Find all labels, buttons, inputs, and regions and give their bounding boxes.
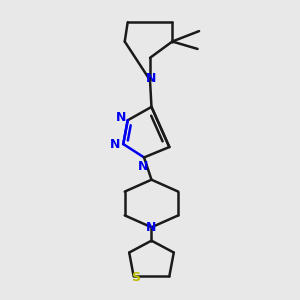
Text: N: N — [146, 221, 157, 234]
Text: N: N — [146, 72, 157, 85]
Text: S: S — [130, 271, 140, 284]
Text: N: N — [137, 160, 148, 173]
Text: N: N — [110, 138, 120, 151]
Text: N: N — [116, 111, 126, 124]
